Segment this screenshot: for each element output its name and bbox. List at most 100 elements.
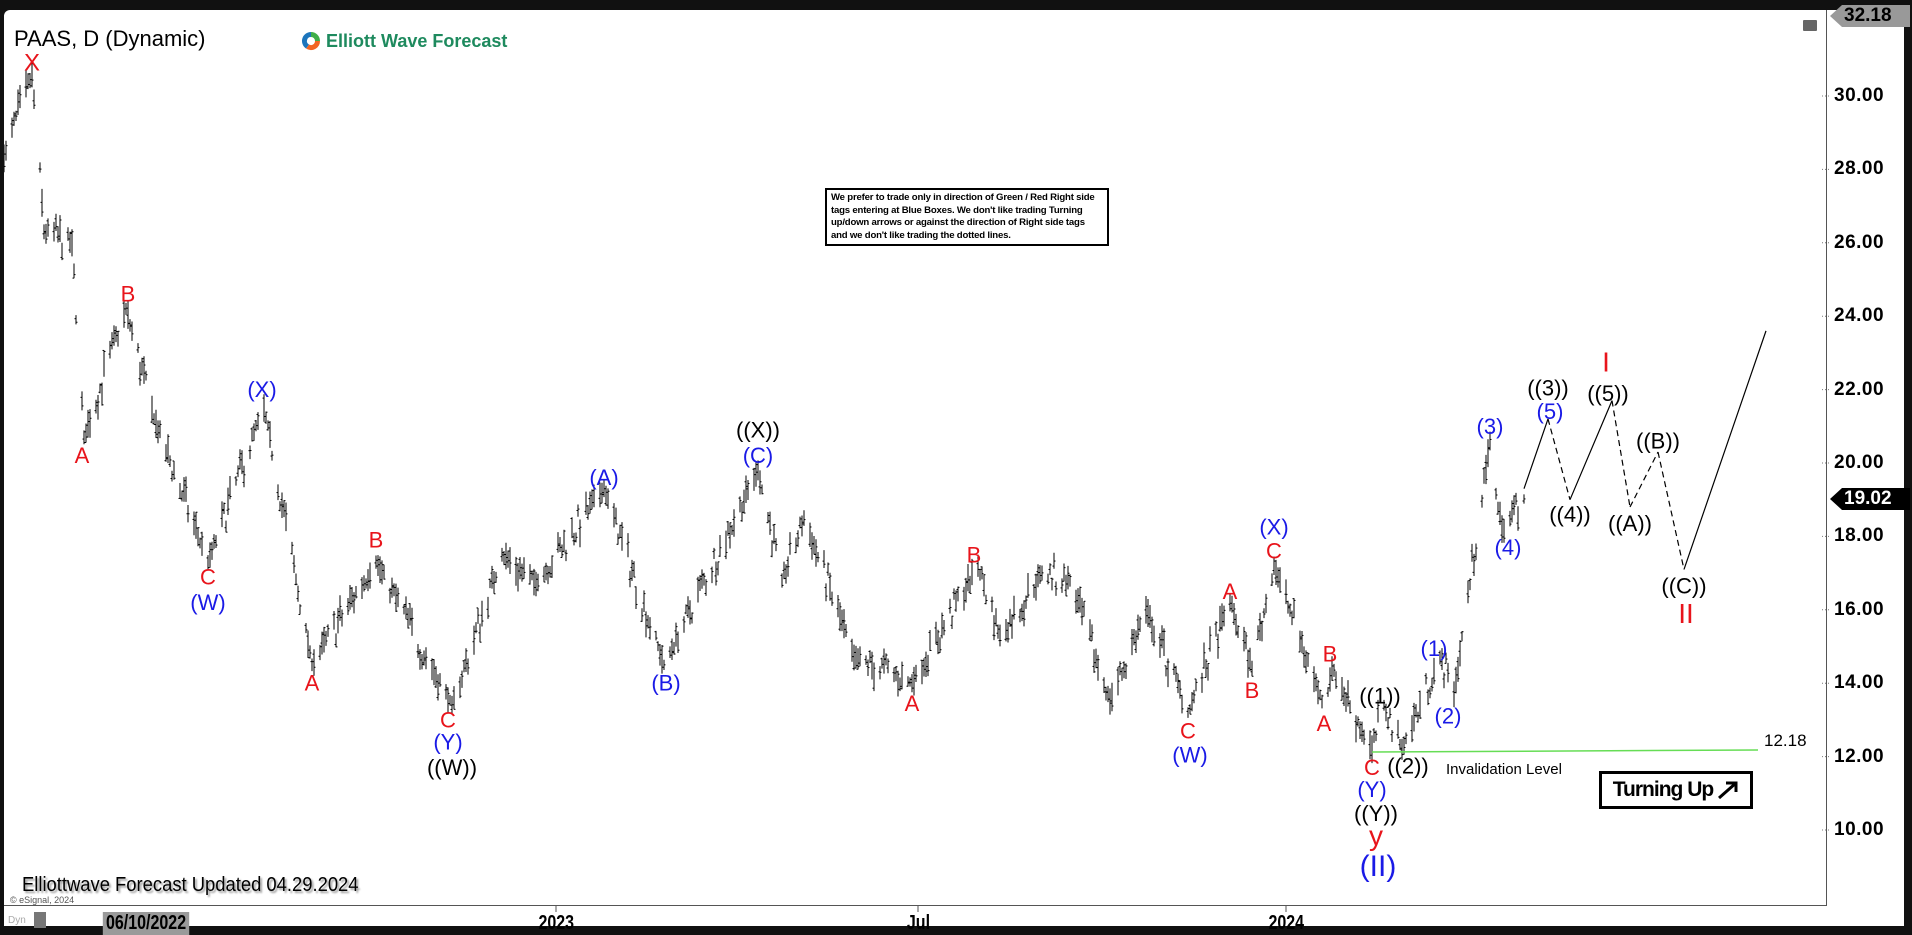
ohlc-bar <box>880 657 884 669</box>
ohlc-bar <box>522 557 526 580</box>
ohlc-bar <box>1148 605 1152 628</box>
projection-path-dashed <box>1547 418 1571 500</box>
ohlc-bar <box>1120 667 1124 681</box>
ohlc-bar <box>1108 688 1112 715</box>
ohlc-bar <box>1190 692 1194 712</box>
wave-label: (A) <box>589 465 618 490</box>
ohlc-bar <box>746 480 750 501</box>
ohlc-bar <box>642 590 646 612</box>
ohlc-bar <box>690 612 694 624</box>
time-axis[interactable] <box>4 905 1826 928</box>
ohlc-bar <box>348 585 352 610</box>
ohlc-bar <box>822 550 826 569</box>
time-tick-label: Jul <box>906 912 930 934</box>
projection-path-dashed <box>1611 400 1631 508</box>
trading-disclaimer: We prefer to trade only in direction of … <box>825 188 1109 246</box>
ohlc-bar <box>824 583 828 602</box>
time-tick-label: 2024 <box>1267 912 1304 934</box>
ohlc-bar <box>544 562 548 581</box>
ohlc-bar <box>1236 625 1240 638</box>
ohlc-bar <box>828 572 832 601</box>
ohlc-bar <box>900 661 904 690</box>
ohlc-bar <box>140 357 144 376</box>
ohlc-bar <box>198 537 202 549</box>
ohlc-bar <box>1050 577 1054 591</box>
ohlc-bar <box>1036 564 1040 588</box>
ohlc-bar <box>506 550 510 568</box>
ohlc-bar <box>1522 494 1526 504</box>
ohlc-bar <box>618 524 622 539</box>
ohlc-bar <box>1194 678 1198 692</box>
ohlc-bar <box>338 595 342 621</box>
ohlc-bar <box>150 395 154 424</box>
ohlc-bar <box>1034 573 1038 601</box>
wave-label: C <box>1364 755 1380 780</box>
ohlc-bar <box>306 630 310 659</box>
ohlc-bar <box>164 444 168 462</box>
wave-label: ((5)) <box>1587 381 1629 406</box>
ohlc-bar <box>866 659 870 677</box>
ohlc-bar <box>1348 700 1352 714</box>
ohlc-bar <box>674 622 678 647</box>
ohlc-bar <box>588 491 592 514</box>
ohlc-bar <box>758 470 762 495</box>
ohlc-bar <box>726 521 730 536</box>
ohlc-bar <box>752 467 756 491</box>
ohlc-bar <box>476 607 480 624</box>
ohlc-bar <box>738 496 742 513</box>
ohlc-bar <box>220 501 224 528</box>
ohlc-bar <box>380 560 384 585</box>
ohlc-bar <box>1020 603 1024 622</box>
ohlc-bar <box>556 532 560 553</box>
ohlc-bar <box>518 556 522 580</box>
ohlc-bar <box>852 644 856 671</box>
ohlc-bar <box>1432 657 1436 685</box>
ohlc-bar <box>936 629 940 655</box>
wave-label: ((W)) <box>427 755 477 780</box>
ohlc-bar <box>782 561 786 580</box>
ohlc-bar <box>278 501 282 512</box>
ohlc-bar <box>1444 652 1448 664</box>
ohlc-bar <box>24 69 28 98</box>
ohlc-bar <box>978 568 982 581</box>
ohlc-bar <box>1202 642 1206 669</box>
ohlc-bar <box>478 623 482 643</box>
arrow-up-right-icon <box>1718 781 1738 800</box>
ohlc-bar <box>142 356 146 384</box>
ohlc-bar <box>714 561 718 586</box>
ohlc-bar <box>266 420 270 431</box>
ohlc-bar <box>1342 686 1346 707</box>
ohlc-bar <box>732 509 736 537</box>
ohlc-bar <box>592 484 596 508</box>
invalidation-price-label: 12.18 <box>1764 731 1807 750</box>
dyn-lock-icon[interactable] <box>34 912 46 928</box>
ohlc-bar <box>1318 689 1322 701</box>
ohlc-bar <box>1474 543 1478 561</box>
chart-window: 12.18 Invalidation Level X A B C (W) (X) A B C (Y)(… <box>4 5 1910 935</box>
ohlc-bar <box>656 641 660 652</box>
restore-window-icon[interactable] <box>1803 20 1817 31</box>
ohlc-bar <box>842 609 846 639</box>
ohlc-bar <box>282 500 286 518</box>
ohlc-bar <box>1498 501 1502 526</box>
ohlc-bar <box>780 573 784 588</box>
ohlc-bar <box>390 577 394 598</box>
ohlc-bar <box>984 594 988 605</box>
wave-label: ((3)) <box>1527 375 1569 400</box>
ohlc-bar <box>926 654 930 677</box>
ohlc-bar <box>1278 567 1282 593</box>
ohlc-bar <box>1234 613 1238 636</box>
logo-swirl-icon <box>301 31 320 51</box>
ohlc-bar <box>1262 608 1266 619</box>
ohlc-bar <box>814 539 818 567</box>
ohlc-bar <box>332 611 336 630</box>
ohlc-bar <box>94 399 98 414</box>
ohlc-bar <box>786 556 790 577</box>
ohlc-bar <box>374 555 378 569</box>
ohlc-bar <box>206 555 210 570</box>
ohlc-bar <box>1358 721 1362 739</box>
ohlc-bar <box>1176 673 1180 694</box>
price-tick-label: 24.00 <box>1834 305 1885 327</box>
ohlc-bar <box>1022 600 1026 627</box>
